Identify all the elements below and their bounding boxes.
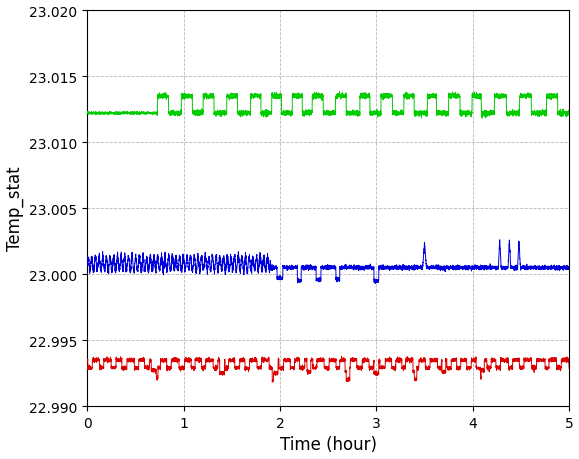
X-axis label: Time (hour): Time (hour) [280,436,376,453]
Y-axis label: Temp_stat: Temp_stat [6,167,24,251]
